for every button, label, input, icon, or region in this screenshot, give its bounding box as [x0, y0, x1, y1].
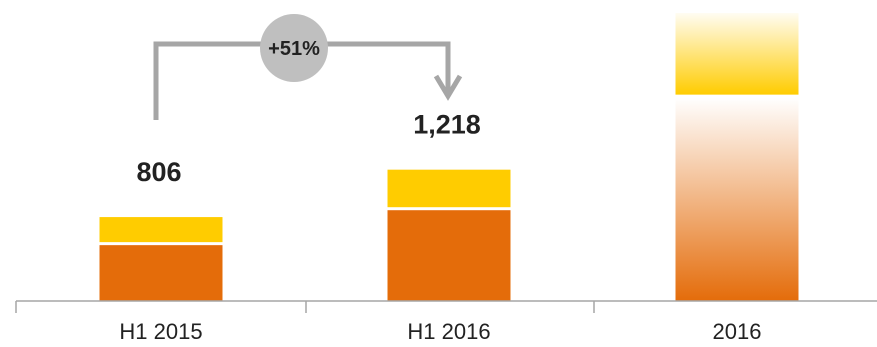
bar-segment-lower [387, 210, 511, 301]
growth-badge [260, 14, 328, 82]
total-value-label: 1,218 [413, 110, 481, 140]
bar-segment-lower [675, 97, 799, 301]
x-axis-tick-labels: H1 2015 H1 2016 2016 [119, 319, 761, 344]
bar-segment-upper [99, 217, 223, 243]
total-value-label: 806 [136, 157, 181, 187]
x-tick-label: H1 2015 [119, 319, 202, 344]
bars-layer [99, 13, 799, 301]
growth-annotation: +51% [153, 14, 463, 120]
data-labels: 806 1,218 [136, 110, 480, 187]
x-tick-label: 2016 [713, 319, 762, 344]
bar-segment-upper [675, 13, 799, 95]
bar-segment-lower [99, 245, 223, 301]
growth-arrow-head-icon [433, 74, 463, 101]
x-tick-label: H1 2016 [407, 319, 490, 344]
growth-label: +51% [268, 38, 320, 60]
x-axis [15, 300, 877, 313]
bar-segment-upper [387, 169, 511, 208]
